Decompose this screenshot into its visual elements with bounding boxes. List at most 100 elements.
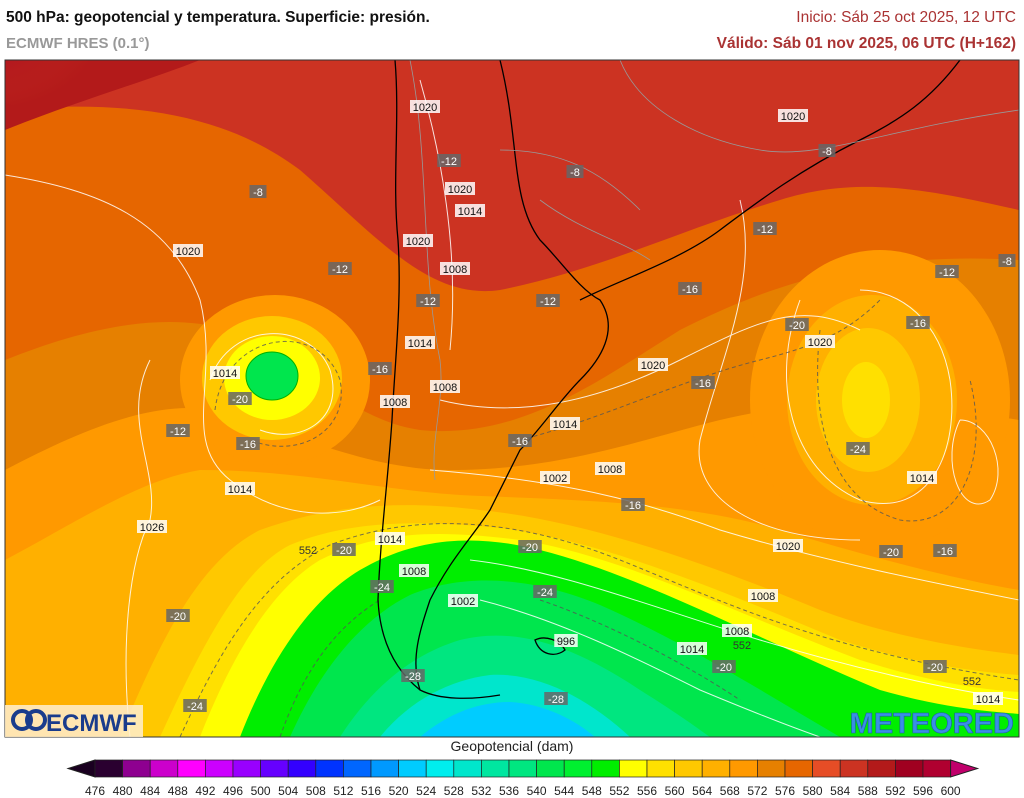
- svg-text:1020: 1020: [776, 541, 800, 553]
- svg-text:-12: -12: [420, 296, 436, 308]
- valid-time: Válido: Sáb 01 nov 2025, 06 UTC (H+162): [716, 35, 1016, 52]
- svg-text:1002: 1002: [543, 473, 567, 485]
- isotherm-label: -24: [533, 585, 557, 599]
- svg-text:1020: 1020: [641, 360, 665, 372]
- svg-text:-20: -20: [883, 547, 899, 559]
- svg-text:-16: -16: [937, 546, 953, 558]
- isotherm-label: -8: [818, 144, 836, 158]
- svg-text:1008: 1008: [433, 382, 457, 394]
- isobar-label: 1014: [375, 532, 405, 546]
- isotherm-label: -16: [236, 437, 260, 451]
- isotherm-label: -24: [846, 442, 870, 456]
- svg-text:ECMWF: ECMWF: [46, 710, 137, 737]
- svg-text:1014: 1014: [228, 484, 252, 496]
- svg-text:1002: 1002: [451, 596, 475, 608]
- svg-text:-20: -20: [232, 394, 248, 406]
- svg-text:-16: -16: [682, 284, 698, 296]
- svg-text:552: 552: [733, 640, 751, 652]
- svg-text:1008: 1008: [443, 264, 467, 276]
- borders: [409, 60, 1019, 481]
- isobar-label: 1008: [722, 624, 752, 638]
- coastline: [377, 60, 961, 699]
- geopotential-label: 552: [733, 640, 751, 652]
- isotherm-label: -12: [437, 154, 461, 168]
- isobar-label: 1008: [748, 589, 778, 603]
- svg-text:-24: -24: [850, 444, 866, 456]
- map-field: 1020 1020 1014 1020 1008 1026 1014 1014 1020 1008…: [5, 60, 1019, 737]
- isobar-label: 1008: [399, 564, 429, 578]
- isobar-label: 1014: [210, 366, 240, 380]
- svg-text:1014: 1014: [458, 206, 482, 218]
- isobar-label: 1014: [550, 417, 580, 431]
- isobar-label: 1020: [445, 182, 475, 196]
- isotherm-label: -24: [183, 699, 207, 713]
- isotherm-label: -28: [401, 669, 425, 683]
- isotherms: [179, 299, 1019, 737]
- svg-text:-12: -12: [332, 264, 348, 276]
- svg-text:996: 996: [557, 636, 575, 648]
- svg-text:-24: -24: [187, 701, 203, 713]
- svg-text:1008: 1008: [725, 626, 749, 638]
- svg-text:-8: -8: [822, 146, 832, 158]
- isotherm-label: -16: [906, 316, 930, 330]
- isotherm-label: -20: [166, 609, 190, 623]
- svg-text:-12: -12: [757, 224, 773, 236]
- svg-text:1014: 1014: [213, 368, 237, 380]
- isotherm-label: -12: [935, 265, 959, 279]
- svg-text:-28: -28: [548, 694, 564, 706]
- isotherm-label: -12: [166, 424, 190, 438]
- svg-text:METEORED: METEORED: [850, 708, 1014, 740]
- svg-text:1020: 1020: [808, 337, 832, 349]
- svg-text:-28: -28: [405, 671, 421, 683]
- svg-text:-8: -8: [1002, 256, 1012, 268]
- isotherm-label: -8: [566, 165, 584, 179]
- svg-text:1014: 1014: [976, 694, 1000, 706]
- svg-text:1020: 1020: [176, 246, 200, 258]
- svg-text:1020: 1020: [406, 236, 430, 248]
- isotherm-label: -16: [933, 544, 957, 558]
- isobar-label: 1008: [380, 395, 410, 409]
- isotherm-label: -20: [879, 545, 903, 559]
- isobar-label: 1014: [907, 471, 937, 485]
- svg-text:-12: -12: [170, 426, 186, 438]
- svg-text:-12: -12: [540, 296, 556, 308]
- isotherm-label: -20: [923, 660, 947, 674]
- svg-text:-16: -16: [372, 364, 388, 376]
- isotherm-label: -8: [249, 185, 267, 199]
- svg-text:-24: -24: [374, 582, 390, 594]
- isobar-label: 1002: [540, 471, 570, 485]
- svg-text:-16: -16: [695, 378, 711, 390]
- svg-text:1014: 1014: [553, 419, 577, 431]
- meteored-logo: METEORED: [849, 708, 1014, 741]
- svg-text:-20: -20: [716, 662, 732, 674]
- svg-text:-20: -20: [927, 662, 943, 674]
- isotherm-label: -16: [621, 498, 645, 512]
- model-name: ECMWF HRES (0.1°): [6, 35, 150, 52]
- isotherm-label: -8: [998, 254, 1016, 268]
- svg-text:-16: -16: [910, 318, 926, 330]
- isotherm-label: -16: [691, 376, 715, 390]
- svg-text:1026: 1026: [140, 522, 164, 534]
- isotherm-label: -20: [785, 318, 809, 332]
- svg-text:-16: -16: [240, 439, 256, 451]
- svg-text:-20: -20: [170, 611, 186, 623]
- isobar-label: 1008: [440, 262, 470, 276]
- svg-text:1014: 1014: [680, 644, 704, 656]
- svg-text:1020: 1020: [781, 111, 805, 123]
- svg-text:1020: 1020: [413, 102, 437, 114]
- svg-text:-8: -8: [253, 187, 263, 199]
- isobar-label: 1020: [773, 539, 803, 553]
- map-title: 500 hPa: geopotencial y temperatura. Sup…: [6, 9, 430, 26]
- isotherm-label: -16: [508, 434, 532, 448]
- svg-text:1014: 1014: [408, 338, 432, 350]
- svg-text:552: 552: [299, 545, 317, 557]
- svg-text:1014: 1014: [910, 473, 934, 485]
- svg-text:1008: 1008: [751, 591, 775, 603]
- isotherm-label: -16: [368, 362, 392, 376]
- ecmwf-logo: ECMWF: [5, 705, 143, 737]
- svg-text:1008: 1008: [598, 464, 622, 476]
- isotherm-label: -16: [678, 282, 702, 296]
- isobar-label: 1020: [410, 100, 440, 114]
- isotherm-label: -20: [332, 543, 356, 557]
